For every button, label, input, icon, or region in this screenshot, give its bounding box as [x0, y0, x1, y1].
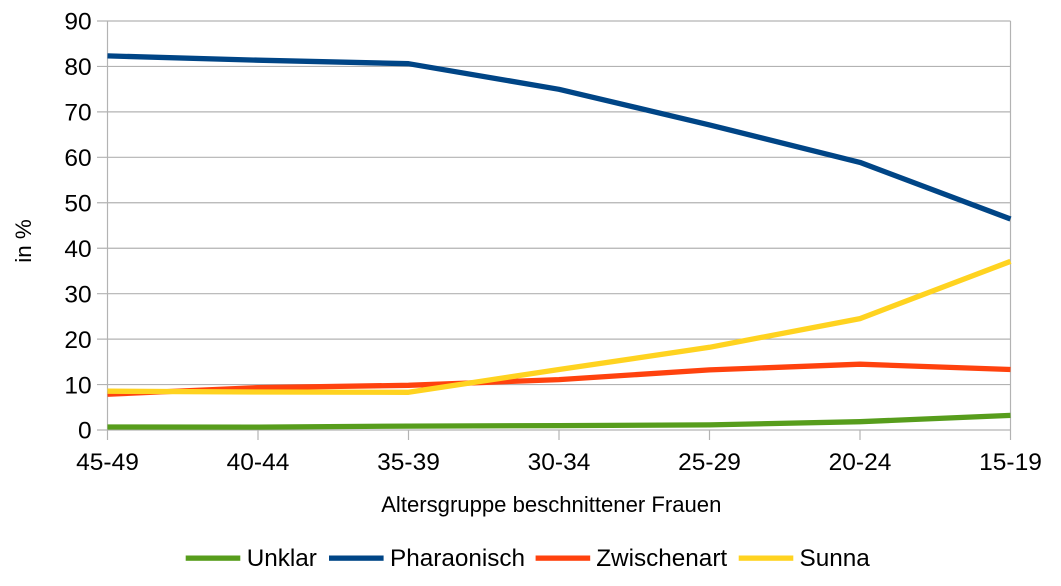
svg-text:45-49: 45-49 [76, 449, 139, 476]
svg-text:30: 30 [64, 281, 91, 308]
svg-text:25-29: 25-29 [678, 449, 741, 476]
svg-text:10: 10 [64, 372, 91, 399]
svg-text:in %: in % [11, 219, 36, 263]
svg-text:Sunna: Sunna [800, 545, 871, 572]
svg-text:80: 80 [64, 54, 91, 81]
svg-text:35-39: 35-39 [377, 449, 440, 476]
svg-text:30-34: 30-34 [528, 449, 591, 476]
svg-text:0: 0 [78, 418, 92, 445]
svg-text:Unklar: Unklar [247, 545, 317, 572]
svg-text:40: 40 [64, 236, 91, 263]
svg-text:Zwischenart: Zwischenart [596, 545, 727, 572]
svg-text:15-19: 15-19 [979, 449, 1042, 476]
svg-text:40-44: 40-44 [227, 449, 290, 476]
svg-text:Pharaonisch: Pharaonisch [390, 545, 525, 572]
svg-text:20-24: 20-24 [829, 449, 892, 476]
svg-text:70: 70 [64, 100, 91, 127]
svg-text:50: 50 [64, 191, 91, 218]
svg-text:60: 60 [64, 145, 91, 172]
svg-text:20: 20 [64, 327, 91, 354]
svg-text:90: 90 [64, 9, 91, 36]
svg-text:Altersgruppe beschnittener Fra: Altersgruppe beschnittener Frauen [381, 492, 721, 517]
